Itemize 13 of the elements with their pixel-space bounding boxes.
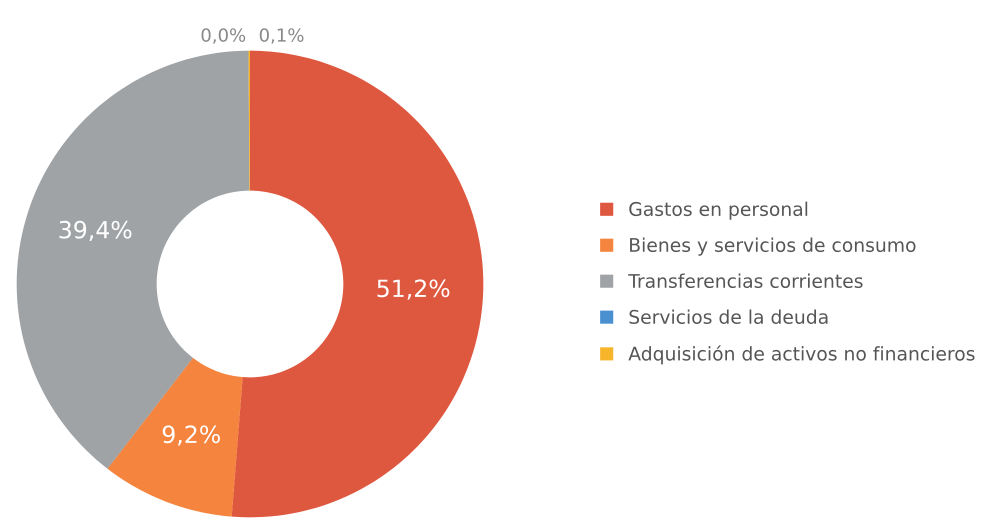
data-label: 39,4%: [60, 220, 132, 242]
data-label: 51,2%: [378, 279, 450, 300]
legend-label: Transferencias corrientes: [628, 274, 863, 288]
donut-slice: [107, 358, 243, 517]
data-label: 9,2%: [162, 425, 220, 446]
donut-slice: [232, 50, 484, 518]
data-label: 0,1%: [260, 28, 304, 44]
legend-label: Gastos en personal: [629, 202, 808, 220]
legend-label: Adquisición de activos no financieros: [628, 345, 975, 364]
text: 0,0%: [202, 28, 246, 44]
donut-slice: [16, 50, 250, 469]
legend-label: Bienes y servicios de consumo: [630, 238, 916, 256]
legend-label: Servicios de la deuda: [629, 309, 828, 324]
